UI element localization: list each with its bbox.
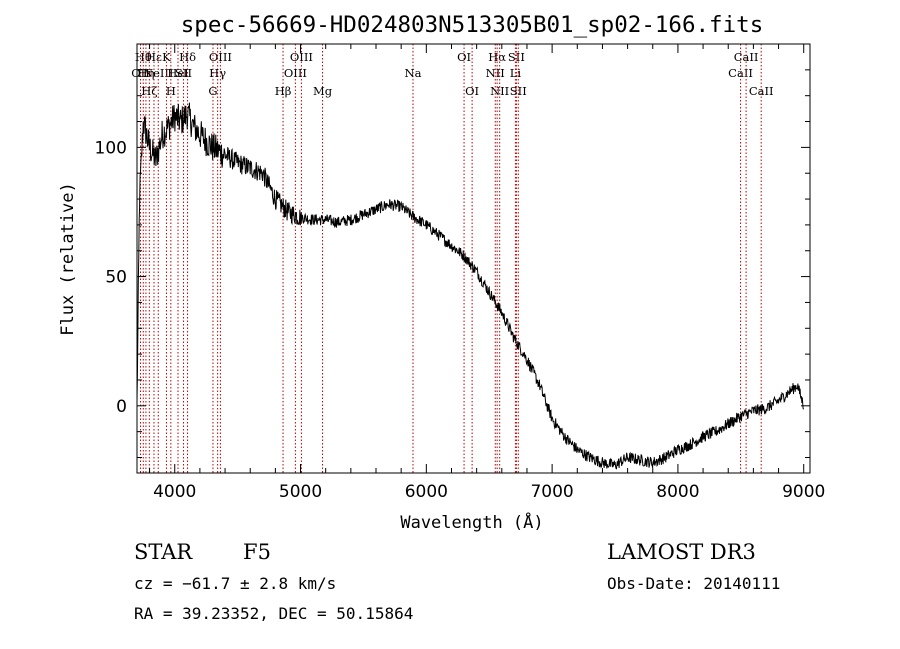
line-label: OIII — [284, 66, 307, 80]
chart-title: spec-56669-HD024803N513305B01_sp02-166.f… — [181, 12, 763, 38]
y-tick-label: 50 — [105, 268, 127, 288]
emission-line-markers: OIIHθHηHζHεNeIIIKHHeISIIHδGHγOIIIHβOIIIO… — [131, 44, 774, 473]
line-label: CaII — [749, 84, 774, 98]
x-axis-label: Wavelength (Å) — [400, 511, 543, 533]
observation-date: Obs-Date: 20140111 — [607, 574, 781, 593]
x-tick-label: 6000 — [405, 482, 448, 502]
x-tick-label: 4000 — [153, 482, 196, 502]
line-label: OI — [457, 50, 471, 64]
line-label: Hα — [488, 50, 506, 64]
object-class: STAR — [134, 540, 193, 564]
line-label: Na — [405, 66, 422, 80]
line-label: SII — [175, 66, 192, 80]
line-label: SII — [510, 84, 527, 98]
line-label: NII — [486, 66, 505, 80]
line-label: Hβ — [275, 84, 292, 98]
redshift-cz: cz = −61.7 ± 2.8 km/s — [134, 574, 337, 593]
x-tick-label: 5000 — [279, 482, 322, 502]
line-label: G — [208, 84, 217, 98]
survey-name: LAMOST DR3 — [607, 540, 756, 564]
y-axis-label: Flux (relative) — [58, 182, 78, 336]
line-label: SII — [508, 50, 525, 64]
line-label: OIII — [290, 50, 313, 64]
x-tick-label: 8000 — [656, 482, 699, 502]
line-label: CaII — [734, 50, 759, 64]
spectrum-line — [136, 102, 805, 470]
line-label: Hδ — [179, 50, 196, 64]
coordinates: RA = 39.23352, DEC = 50.15864 — [134, 604, 414, 623]
line-label: NII — [490, 84, 509, 98]
line-label: Mg — [313, 84, 333, 98]
object-subclass: F5 — [243, 540, 271, 564]
line-label: CaII — [728, 66, 753, 80]
line-label: OI — [465, 84, 479, 98]
line-label: OIII — [209, 50, 232, 64]
spectrum-series — [136, 102, 805, 470]
line-label: Hε — [146, 50, 162, 64]
line-label: H — [166, 84, 176, 98]
y-tick-label: 0 — [116, 397, 127, 417]
line-label: Li — [510, 66, 522, 80]
line-label: OII — [131, 66, 150, 80]
line-label: NeIII — [143, 66, 174, 80]
line-label: Hγ — [209, 66, 226, 80]
y-tick-label: 100 — [95, 138, 127, 158]
line-label: K — [162, 50, 171, 64]
axis-ticks: 4000 5000 6000 7000 8000 9000 0 50 100 — [95, 44, 825, 502]
plot-frame — [136, 43, 811, 474]
x-tick-label: 9000 — [782, 482, 825, 502]
x-tick-label: 7000 — [530, 482, 573, 502]
line-label: Hθ — [135, 50, 152, 64]
line-label: Hζ — [141, 84, 157, 98]
